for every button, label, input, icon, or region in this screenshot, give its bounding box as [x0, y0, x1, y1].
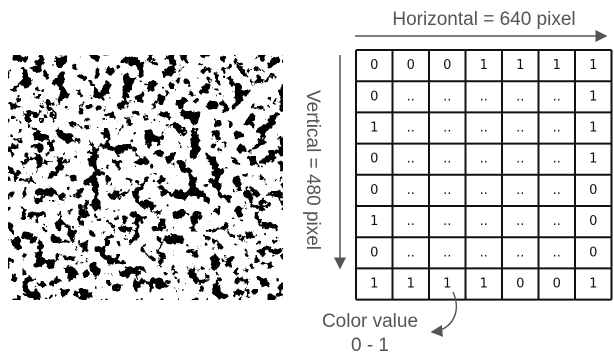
- pixel-value: 1: [589, 152, 597, 167]
- pixel-value: ..: [516, 152, 524, 167]
- pixel-value: ..: [553, 245, 561, 260]
- pixel-value: ..: [443, 183, 451, 198]
- pixel-value: ..: [553, 121, 561, 136]
- pixel-value: ..: [443, 152, 451, 167]
- horizontal-label: Horizontal = 640 pixel: [392, 9, 575, 30]
- pixel-value: 0: [589, 245, 597, 260]
- color-range-label: 0 - 1: [351, 335, 389, 356]
- pixel-value: 0: [589, 214, 597, 229]
- pixel-value: 0: [516, 277, 524, 292]
- pixel-value: ..: [443, 214, 451, 229]
- pixel-value: ..: [553, 89, 561, 104]
- pixel-value: ..: [516, 121, 524, 136]
- pixel-value: ..: [407, 121, 415, 136]
- color-value-label: Color value: [322, 311, 418, 332]
- pixel-value: 0: [443, 58, 451, 73]
- pixel-value: 0: [553, 277, 561, 292]
- pixel-value: 1: [370, 121, 378, 136]
- pixel-value: ..: [407, 183, 415, 198]
- pixel-value: 1: [407, 277, 415, 292]
- pixel-value: ..: [516, 245, 524, 260]
- pixel-value: ..: [407, 89, 415, 104]
- pixel-value: ..: [553, 152, 561, 167]
- pixel-value: ..: [480, 245, 488, 260]
- pixel-value: 1: [516, 58, 524, 73]
- pixel-value: 1: [589, 121, 597, 136]
- pixel-value: 0: [407, 58, 415, 73]
- pixel-value: ..: [480, 152, 488, 167]
- pixel-value: 0: [370, 245, 378, 260]
- pixel-value: ..: [480, 89, 488, 104]
- pixel-value: ..: [407, 245, 415, 260]
- pixel-value: 0: [370, 89, 378, 104]
- pixel-value: 1: [589, 58, 597, 73]
- pixel-value: 1: [443, 277, 451, 292]
- pixel-value: ..: [480, 121, 488, 136]
- pixel-value: 1: [480, 277, 488, 292]
- pixel-value: 1: [480, 58, 488, 73]
- binary-image: [8, 55, 283, 300]
- pixel-value: ..: [443, 245, 451, 260]
- pixel-value: 0: [370, 183, 378, 198]
- pixel-grid: 0 0 0 1 1 1 1 0.......... 1 1.......... 1 0........…: [356, 50, 612, 300]
- pixel-value: ..: [480, 183, 488, 198]
- pixel-value: 1: [370, 277, 378, 292]
- pixel-value: 1: [370, 214, 378, 229]
- pixel-value: ..: [553, 214, 561, 229]
- pixel-value: 1: [589, 277, 597, 292]
- pixel-value: ..: [407, 152, 415, 167]
- pixel-value: ..: [407, 214, 415, 229]
- pixel-value: ..: [443, 89, 451, 104]
- pixel-value: 0: [370, 152, 378, 167]
- pixel-value: 0: [370, 58, 378, 73]
- pixel-value: 1: [589, 89, 597, 104]
- pixel-value: ..: [516, 183, 524, 198]
- pixel-value: ..: [516, 214, 524, 229]
- color-arrow: [432, 292, 456, 332]
- diagram: Horizontal = 640 pixel Vertical = 480 pi…: [0, 0, 614, 358]
- vertical-label: Vertical = 480 pixel: [302, 90, 323, 250]
- pixel-value: ..: [553, 183, 561, 198]
- pixel-value: 1: [553, 58, 561, 73]
- pixel-value: ..: [443, 121, 451, 136]
- pixel-value: ..: [480, 214, 488, 229]
- pixel-value: ..: [516, 89, 524, 104]
- pixel-value: 0: [589, 183, 597, 198]
